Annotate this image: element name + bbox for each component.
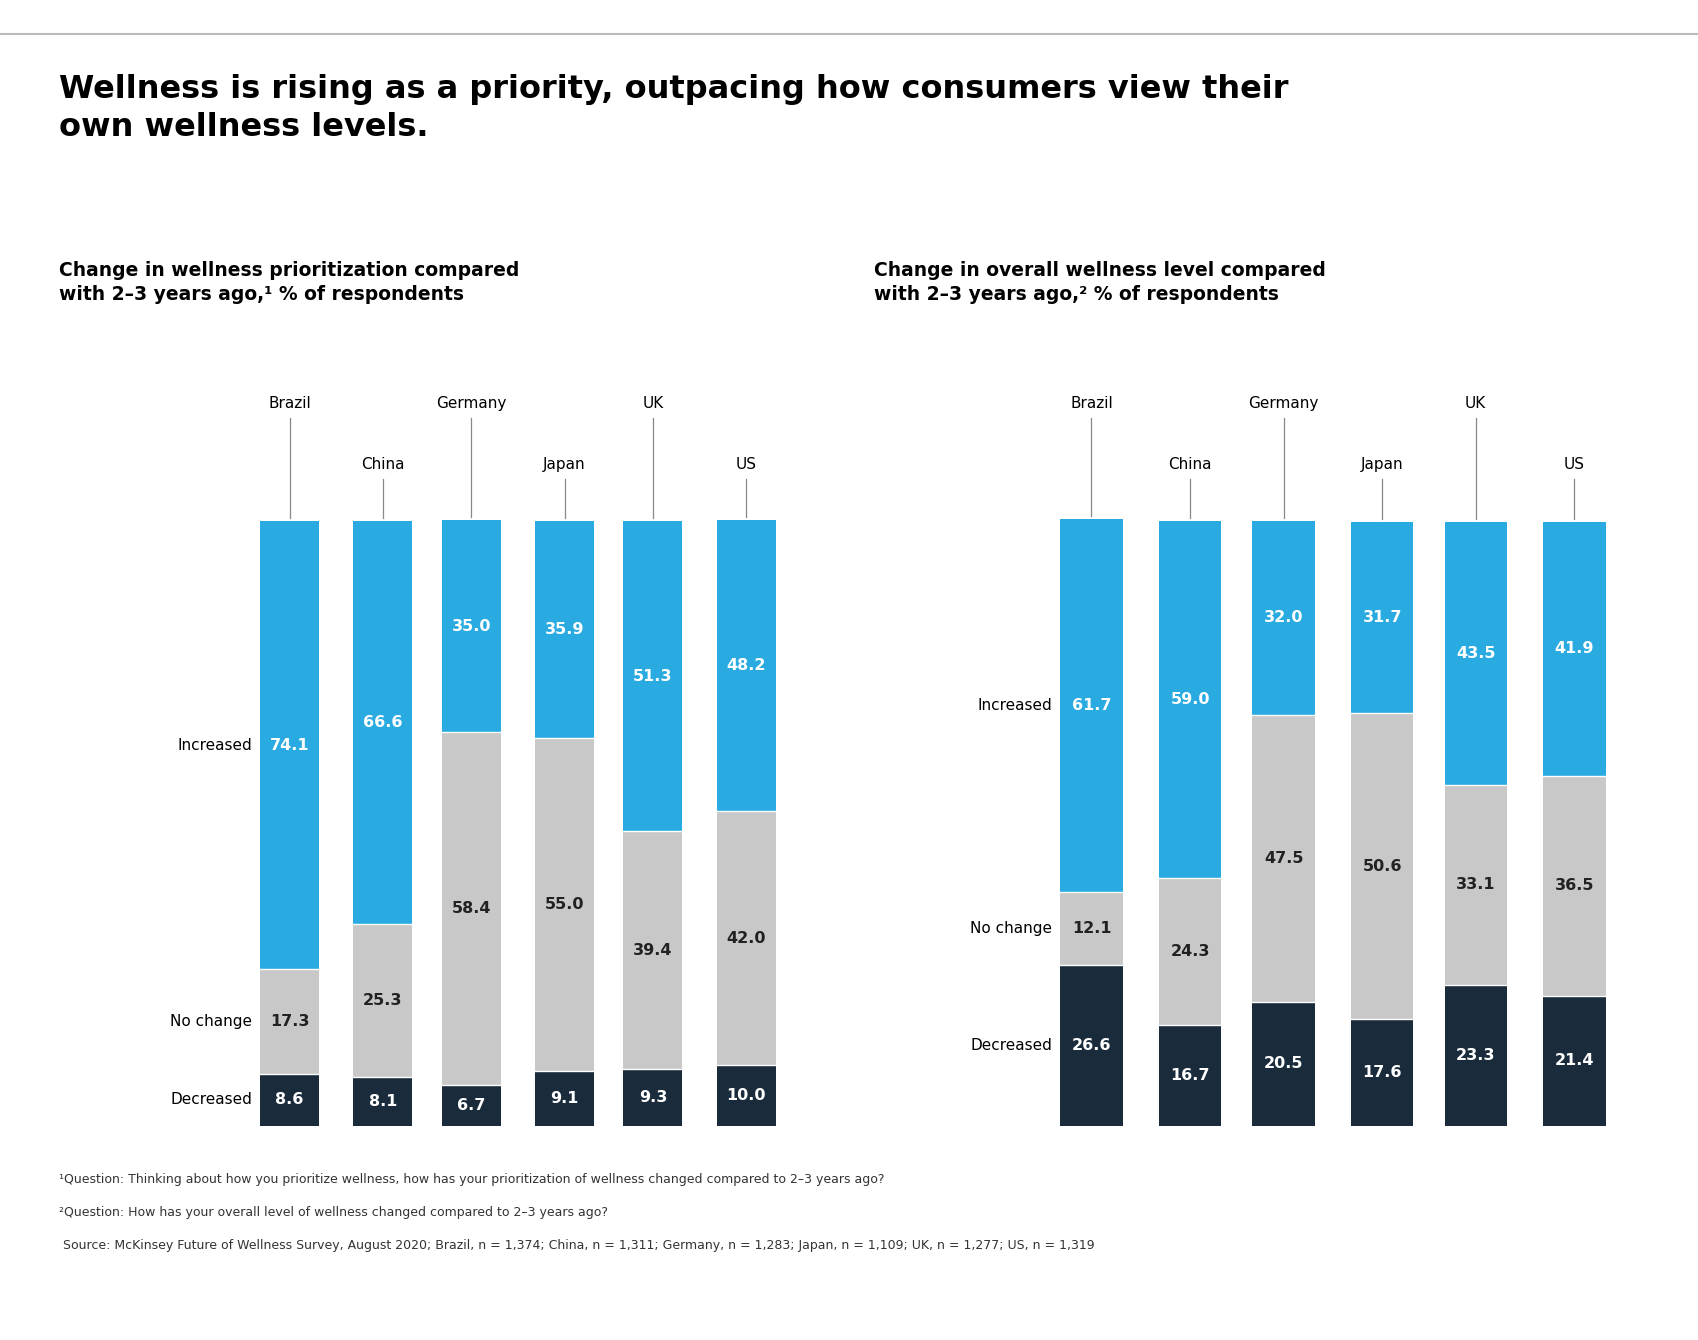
Text: 24.3: 24.3 [1170,943,1211,958]
Text: Germany: Germany [436,397,506,411]
Bar [1253,521,1314,714]
Text: 12.1: 12.1 [1071,921,1110,935]
Text: 35.0: 35.0 [452,619,491,634]
Bar [535,521,594,738]
Bar [353,1076,413,1126]
Bar [353,923,413,1076]
Text: 41.9: 41.9 [1555,642,1594,657]
Bar [1160,1025,1221,1126]
Text: 55.0: 55.0 [545,896,584,911]
Text: US: US [1564,457,1584,472]
Text: UK: UK [642,397,664,411]
Text: Change in overall wellness level compared
with 2–3 years ago,² % of respondents: Change in overall wellness level compare… [874,261,1326,304]
Bar [535,738,594,1071]
Bar [1060,891,1122,965]
Bar [353,521,413,923]
Text: Germany: Germany [1248,397,1319,411]
Text: Japan: Japan [543,457,586,472]
Bar [1543,776,1606,996]
Bar [1445,985,1506,1126]
Text: 33.1: 33.1 [1455,878,1496,892]
Bar [1160,878,1221,1025]
Text: Brazil: Brazil [268,397,311,411]
Text: 6.7: 6.7 [457,1097,486,1112]
Text: 74.1: 74.1 [270,737,309,753]
Text: US: US [735,457,757,472]
Text: 17.6: 17.6 [1362,1065,1403,1080]
Text: Decreased: Decreased [970,1037,1053,1053]
Text: 47.5: 47.5 [1263,851,1304,866]
Bar [1352,1020,1413,1126]
Text: 36.5: 36.5 [1555,879,1594,894]
Bar [1445,785,1506,985]
Text: 51.3: 51.3 [633,669,672,683]
Text: 48.2: 48.2 [727,658,766,673]
Text: 8.1: 8.1 [368,1093,397,1108]
Text: 21.4: 21.4 [1555,1053,1594,1068]
Bar [717,811,776,1065]
Text: No change: No change [970,921,1053,935]
Text: 43.5: 43.5 [1455,646,1496,661]
Text: 35.9: 35.9 [545,622,584,636]
Bar [1352,713,1413,1020]
Text: 31.7: 31.7 [1362,610,1403,624]
Text: 9.3: 9.3 [638,1089,667,1105]
Bar [623,1069,683,1126]
Bar [623,831,683,1069]
Text: 8.6: 8.6 [275,1092,304,1107]
Bar [260,521,319,969]
Text: ¹Question: Thinking about how you prioritize wellness, how has your prioritizati: ¹Question: Thinking about how you priori… [59,1172,885,1186]
Text: 39.4: 39.4 [633,943,672,958]
Text: Increased: Increased [177,737,253,753]
Bar [1543,996,1606,1126]
Text: 61.7: 61.7 [1071,698,1110,713]
Text: UK: UK [1465,397,1486,411]
Text: Japan: Japan [1360,457,1404,472]
Bar [1060,519,1122,891]
Bar [1253,1002,1314,1126]
Text: 42.0: 42.0 [727,931,766,946]
Text: Change in wellness prioritization compared
with 2–3 years ago,¹ % of respondents: Change in wellness prioritization compar… [59,261,520,304]
Bar [1543,523,1606,776]
Bar [717,520,776,811]
Bar [260,969,319,1073]
Bar [441,732,501,1085]
Text: 9.1: 9.1 [550,1091,579,1106]
Text: 59.0: 59.0 [1170,691,1211,708]
Text: 58.4: 58.4 [452,900,491,917]
Text: Wellness is rising as a priority, outpacing how consumers view their
own wellnes: Wellness is rising as a priority, outpac… [59,74,1289,143]
Text: Decreased: Decreased [170,1092,253,1107]
Text: Source: McKinsey Future of Wellness Survey, August 2020; Brazil, n = 1,374; Chin: Source: McKinsey Future of Wellness Surv… [59,1240,1095,1253]
Text: No change: No change [170,1014,253,1029]
Text: Brazil: Brazil [1070,397,1112,411]
Bar [1060,965,1122,1126]
Text: 16.7: 16.7 [1170,1068,1211,1083]
Bar [1445,521,1506,785]
Bar [1253,714,1314,1002]
Text: 10.0: 10.0 [727,1088,766,1103]
Text: 66.6: 66.6 [363,716,402,730]
Text: 26.6: 26.6 [1071,1037,1110,1053]
Bar [623,521,683,831]
Bar [717,1065,776,1126]
Text: 50.6: 50.6 [1362,859,1403,874]
Bar [535,1071,594,1126]
Bar [1352,521,1413,713]
Text: ²Question: How has your overall level of wellness changed compared to 2–3 years : ²Question: How has your overall level of… [59,1206,608,1219]
Text: Increased: Increased [978,698,1053,713]
Text: China: China [362,457,404,472]
Bar [441,1085,501,1126]
Text: 25.3: 25.3 [363,993,402,1008]
Text: 32.0: 32.0 [1263,610,1304,626]
Bar [260,1073,319,1126]
Bar [1160,521,1221,878]
Text: China: China [1168,457,1212,472]
Text: 17.3: 17.3 [270,1014,309,1029]
Text: 20.5: 20.5 [1263,1056,1304,1071]
Text: 23.3: 23.3 [1455,1048,1496,1063]
Bar [441,520,501,732]
